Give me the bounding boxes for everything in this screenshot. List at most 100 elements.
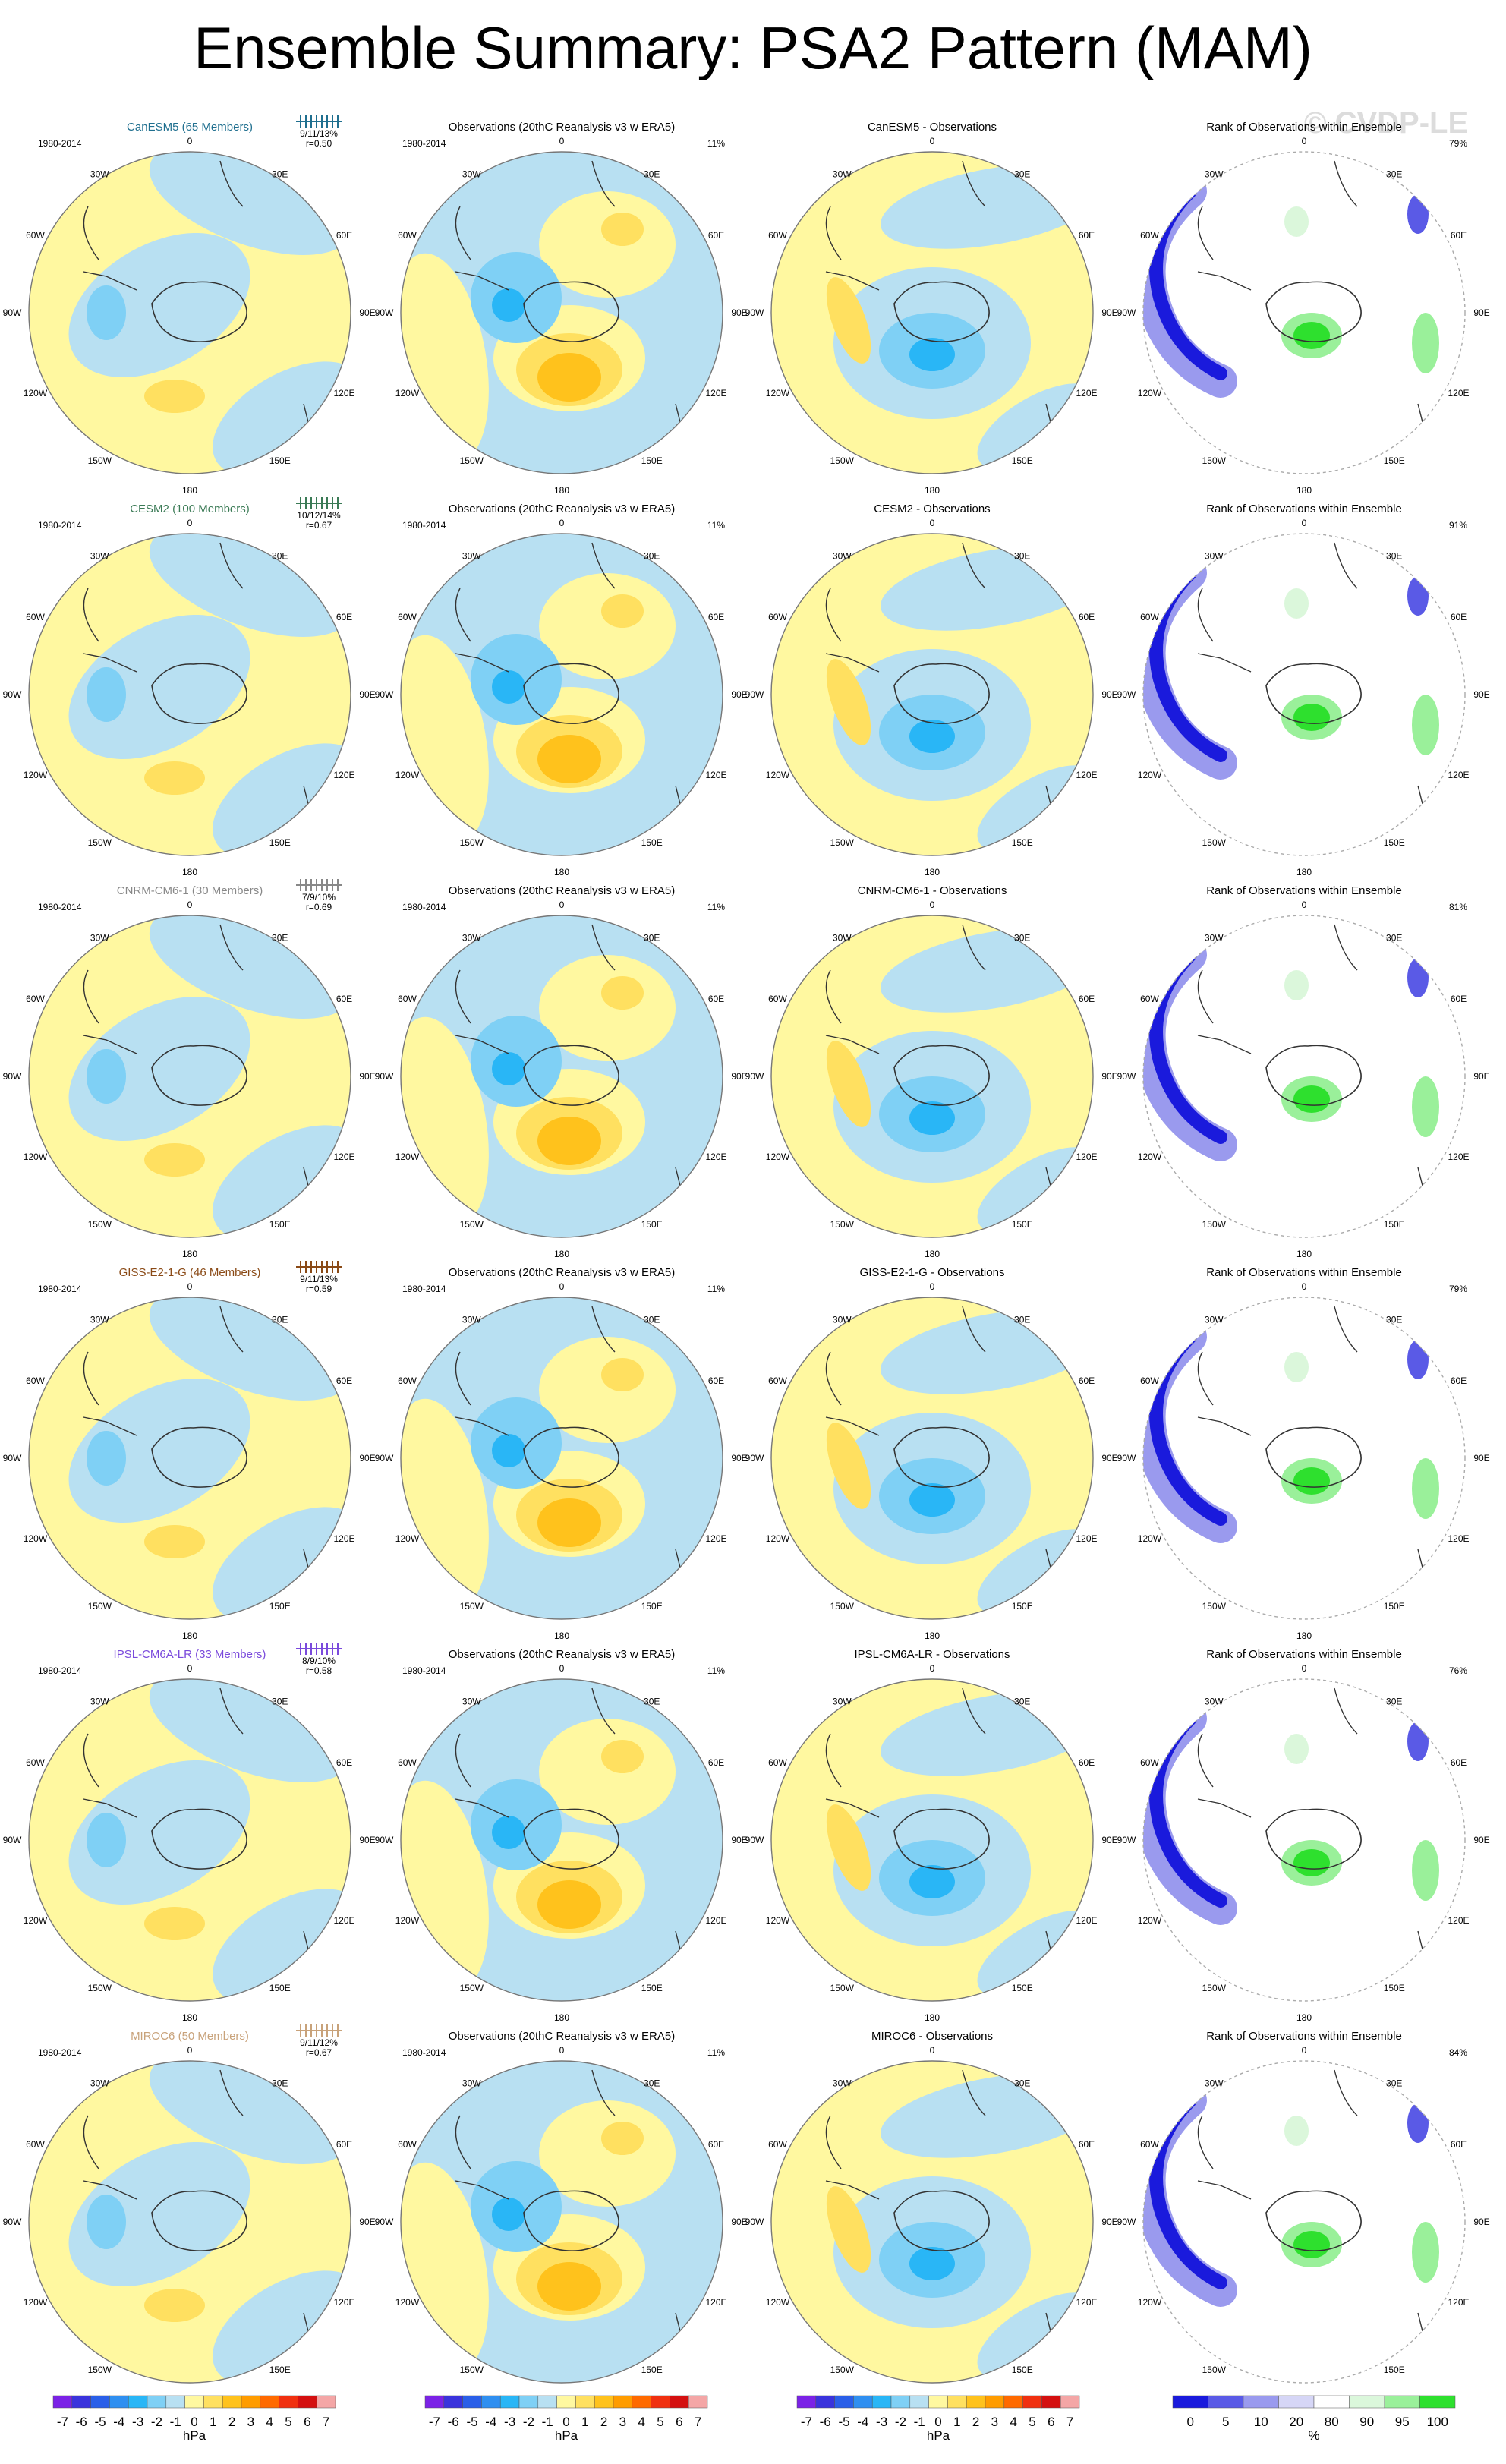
south-america-outline: [825, 969, 880, 1054]
anomaly-negative-strong: [492, 2198, 525, 2231]
antarctica-outline: [1265, 1808, 1362, 1870]
lon-label: 30E: [272, 933, 288, 944]
anomaly-negative-strong: [87, 667, 126, 722]
lon-label: 120W: [766, 770, 790, 780]
anomaly-positive: [144, 1907, 205, 1940]
model-title: IPSL-CM6A-LR (33 Members): [114, 1648, 266, 1661]
lon-label: 60E: [1451, 2139, 1467, 2150]
lon-label: 0: [1302, 900, 1307, 910]
lon-label: 0: [187, 900, 193, 910]
colorbar-tick: 7: [323, 2415, 329, 2429]
south-america-outline: [83, 1351, 137, 1436]
lon-label: 90W: [745, 1835, 764, 1845]
colorbar-tick: -7: [801, 2415, 812, 2429]
spread-stats: 10/12/14%: [297, 510, 341, 521]
colorbar-swatch: [1208, 2395, 1244, 2409]
lon-label: 60E: [708, 994, 724, 1004]
ensemble-spread-glyph: [296, 879, 342, 891]
lon-label: 150W: [88, 1983, 112, 1993]
colorbar-swatch: [670, 2395, 689, 2409]
colorbar-tick: 4: [266, 2415, 273, 2429]
lon-label: 150W: [830, 1219, 855, 1230]
colorbar-tick: 3: [619, 2415, 626, 2429]
colorbar-tick: 3: [991, 2415, 998, 2429]
colorbar-tick: -6: [820, 2415, 831, 2429]
anomaly-negative-strong: [87, 285, 126, 340]
map-border: [28, 915, 351, 1238]
lon-label: 150E: [641, 837, 663, 848]
colorbar-swatch: [651, 2395, 670, 2409]
rank-pct: 84%: [1449, 2047, 1467, 2058]
lon-label: 90E: [731, 1835, 747, 1845]
anomaly-positive: [601, 594, 644, 628]
lon-label: 120E: [1076, 770, 1098, 780]
lon-label: 90E: [1473, 2217, 1489, 2227]
antarctica-outline: [893, 281, 990, 342]
lon-label: 180: [1296, 485, 1312, 496]
lon-label: 90W: [3, 689, 22, 700]
obs-title: Observations (20thC Reanalysis v3 w ERA5…: [449, 884, 675, 897]
diff-title: GISS-E2-1-G - Observations: [860, 1266, 1005, 1279]
rank-colorbar: 0 5 10 20 80 90 95 100%: [1172, 2395, 1456, 2443]
ensemble-spread-glyph: [296, 2024, 342, 2037]
lon-label: 60W: [26, 2139, 45, 2150]
antarctica-outline: [523, 2190, 619, 2251]
lon-label: 60E: [1079, 1375, 1095, 1386]
lon-label: 60W: [1140, 1375, 1159, 1386]
lon-label: 180: [182, 867, 197, 878]
lon-label: 120W: [766, 1915, 790, 1926]
lon-label: 150W: [460, 2365, 484, 2375]
anomaly-negative-strong: [909, 1865, 955, 1898]
colorbar-tick: -5: [94, 2415, 106, 2429]
lon-label: 90E: [1473, 1835, 1489, 1845]
lon-label: 120W: [395, 1152, 420, 1162]
lon-label: 30W: [90, 169, 109, 180]
model-title: CNRM-CM6-1 (30 Members): [117, 884, 263, 897]
lon-label: 90E: [359, 1453, 375, 1464]
lon-label: 150E: [269, 2365, 291, 2375]
obs-variance-pct: 11%: [707, 520, 725, 531]
rank-title: Rank of Observations within Ensemble: [1206, 121, 1402, 134]
anomaly-positive-strong: [537, 1498, 601, 1547]
lon-label: 150E: [1012, 2365, 1033, 2375]
lon-label: 60E: [1079, 612, 1095, 622]
lon-label: 30E: [644, 1315, 660, 1325]
lon-label: 120W: [1138, 2297, 1162, 2308]
colorbar-tick: 5: [657, 2415, 663, 2429]
anomaly-negative-strong: [87, 1431, 126, 1486]
lon-label: 0: [930, 2045, 935, 2056]
obs-title: Observations (20thC Reanalysis v3 w ERA5…: [449, 2030, 675, 2043]
lon-label: 30E: [644, 2078, 660, 2089]
rank-pct: 79%: [1449, 138, 1467, 149]
period-label: 1980-2014: [402, 1284, 446, 1294]
africa-outline: [1334, 1687, 1358, 1735]
lon-label: 60W: [768, 1757, 787, 1768]
colorbar-swatch: [796, 2395, 817, 2409]
antarctica-outline: [151, 1808, 247, 1870]
anomaly-positive: [539, 2100, 676, 2207]
anomaly-positive-strong: [537, 2262, 601, 2311]
lon-label: 90W: [3, 1835, 22, 1845]
anomaly-positive: [601, 2122, 644, 2155]
africa-outline: [1334, 1306, 1358, 1353]
obs-title: Observations (20thC Reanalysis v3 w ERA5…: [449, 121, 675, 134]
africa-outline: [219, 1306, 244, 1353]
africa-outline: [591, 2069, 616, 2116]
diff-title: MIROC6 - Observations: [871, 2030, 993, 2043]
lon-label: 150E: [269, 455, 291, 466]
lon-label: 120E: [1448, 1915, 1470, 1926]
diff-title: IPSL-CM6A-LR - Observations: [854, 1648, 1010, 1661]
lon-label: 150E: [641, 1601, 663, 1612]
map-border: [400, 1678, 723, 2002]
colorbar-swatch: [1384, 2395, 1420, 2409]
colorbar-swatch: [518, 2395, 539, 2409]
antarctica-outline: [523, 281, 619, 342]
pattern-correlation: r=0.59: [306, 1284, 332, 1294]
lon-label: 150E: [641, 1983, 663, 1993]
lon-label: 120W: [1138, 770, 1162, 780]
lon-label: 60E: [336, 994, 352, 1004]
colorbar-swatch: [165, 2395, 185, 2409]
lon-label: 90W: [375, 307, 394, 318]
lon-label: 150E: [1384, 1601, 1405, 1612]
south-america-outline: [83, 2115, 137, 2200]
